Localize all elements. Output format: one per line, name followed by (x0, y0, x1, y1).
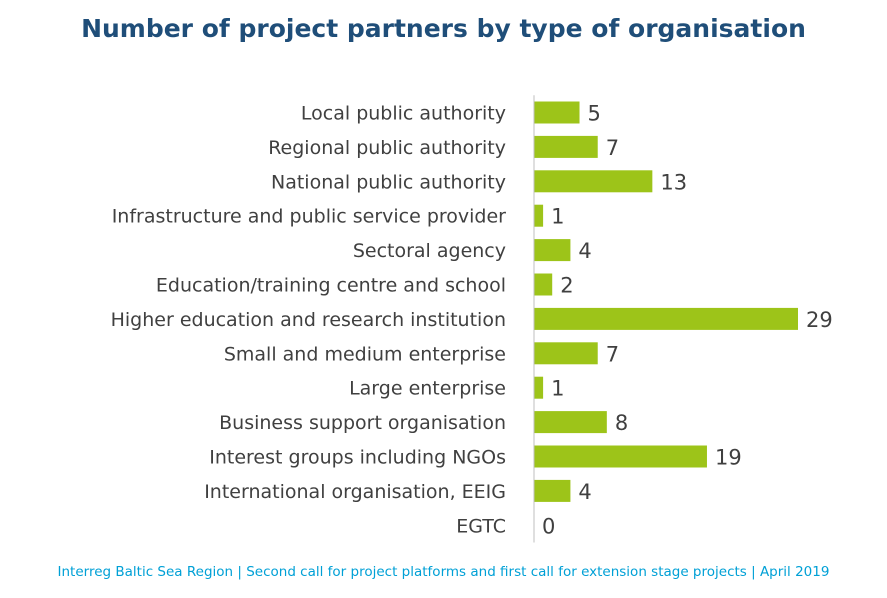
category-label: Local public authority (301, 103, 506, 125)
category-label: Business support organisation (219, 412, 506, 434)
footer-source: Interreg Baltic Sea Region | Second call… (57, 564, 830, 580)
data-label: 1 (551, 205, 564, 229)
category-label: Education/training centre and school (156, 275, 506, 297)
category-label: Regional public authority (268, 137, 506, 159)
bar (534, 479, 571, 502)
data-label: 7 (606, 342, 619, 366)
category-label: Sectoral agency (353, 240, 506, 262)
category-label: Interest groups including NGOs (209, 447, 506, 469)
data-label: 0 (542, 514, 555, 538)
bar (534, 342, 598, 365)
data-label: 4 (578, 480, 591, 504)
bars-layer: Local public authority 5 Regional public a… (111, 101, 833, 538)
bar (534, 135, 598, 158)
data-label: 4 (578, 239, 591, 263)
data-label: 29 (806, 308, 833, 332)
category-label: EGTC (456, 515, 506, 537)
bar (534, 445, 707, 468)
category-label: Infrastructure and public service provid… (112, 206, 506, 228)
category-label: Small and medium enterprise (224, 343, 506, 365)
category-label: International organisation, EEIG (204, 481, 506, 503)
data-label: 13 (660, 170, 687, 194)
bar (534, 307, 798, 330)
data-label: 1 (551, 377, 564, 401)
bar (534, 101, 580, 124)
data-label: 8 (615, 411, 628, 435)
bar (534, 204, 544, 227)
data-label: 2 (560, 274, 573, 298)
bar (534, 170, 653, 193)
category-label: Large enterprise (349, 378, 506, 400)
data-label: 19 (715, 446, 742, 470)
data-label: 5 (588, 102, 601, 126)
bar (534, 411, 607, 434)
data-label: 7 (606, 136, 619, 160)
bar (534, 273, 553, 296)
category-label: National public authority (271, 171, 506, 193)
bar (534, 239, 571, 262)
category-label: Higher education and research institutio… (111, 309, 506, 331)
bar (534, 376, 544, 399)
chart-title: Number of project partners by type of or… (81, 14, 806, 43)
